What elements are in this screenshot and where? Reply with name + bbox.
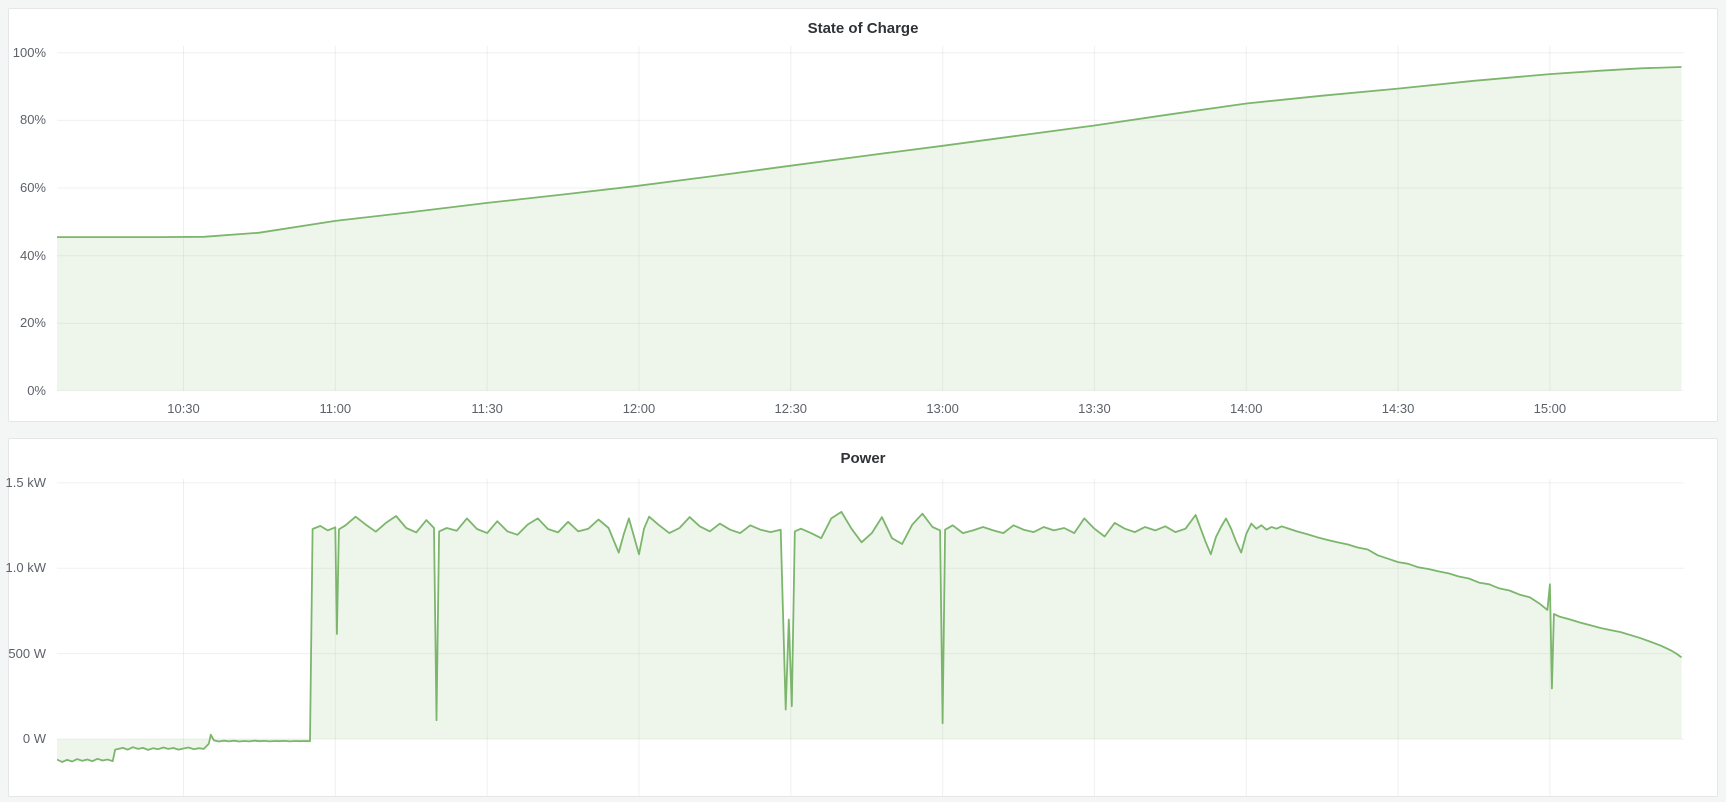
x-axis-tick-label: 12:00 [622,401,656,416]
x-axis-tick-label: 13:00 [926,401,959,416]
y-axis-tick-label: 1.0 kW [5,560,46,576]
y-axis-tick-label: 80% [19,112,46,128]
panel-power: Power 1.5 kW 1.0 kW 500 W 0 W [5,438,1718,797]
x-axis-tick-label: 11:00 [319,401,352,416]
panel-title-state-of-charge[interactable]: State of Charge [807,20,919,37]
x-axis-tick-label: 13:30 [1078,401,1111,416]
x-axis-tick-label: 15:00 [1533,401,1567,416]
x-axis-tick-label: 12:30 [774,401,808,416]
panel-state-of-charge: State of Charge 100% 80% 60% 40% 20% 0% 10:30 1… [8,8,1718,422]
series-area-fill [57,511,1682,762]
x-axis-tick-label: 14:00 [1229,401,1263,416]
state-of-charge-chart-plot[interactable] [57,46,1684,391]
x-axis-tick-label: 10:30 [167,401,200,416]
y-axis-tick-label: 100% [12,44,46,60]
y-axis-tick-label: 60% [19,180,46,196]
x-axis-tick-label: 11:30 [471,401,503,416]
chart-canvas[interactable] [57,479,1684,796]
y-axis-tick-label: 0 W [22,730,46,746]
y-axis-tick-label: 20% [19,315,46,331]
x-axis-tick-label: 14:30 [1381,401,1415,416]
power-chart-plot[interactable] [57,479,1684,796]
y-axis-tick-label: 40% [19,247,46,263]
panel-title-power[interactable]: Power [840,450,886,467]
chart-canvas[interactable] [57,46,1684,391]
panel-header: Power [9,439,1717,469]
series-line [57,511,1683,763]
series-line [57,66,1682,239]
y-axis-tick-label: 0% [27,383,46,398]
y-axis-tick-label: 500 W [8,645,46,661]
y-axis-tick-label: 1.5 kW [5,474,46,490]
panel-header: State of Charge [9,9,1717,39]
series-area-fill [57,67,1682,391]
